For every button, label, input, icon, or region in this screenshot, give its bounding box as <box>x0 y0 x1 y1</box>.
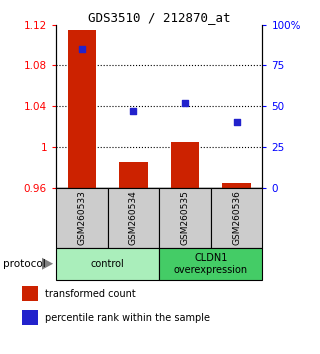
Text: transformed count: transformed count <box>45 289 136 298</box>
Title: GDS3510 / 212870_at: GDS3510 / 212870_at <box>88 11 230 24</box>
Text: GSM260533: GSM260533 <box>77 190 86 245</box>
Bar <box>211 188 262 248</box>
Text: CLDN1
overexpression: CLDN1 overexpression <box>174 253 248 275</box>
Point <box>131 108 136 114</box>
Bar <box>119 162 148 188</box>
Text: GSM260534: GSM260534 <box>129 190 138 245</box>
Text: control: control <box>91 259 124 269</box>
Text: percentile rank within the sample: percentile rank within the sample <box>45 313 210 323</box>
Bar <box>108 188 159 248</box>
Bar <box>171 142 199 188</box>
Text: GSM260536: GSM260536 <box>232 190 241 245</box>
Bar <box>159 248 262 280</box>
Bar <box>68 30 96 188</box>
Text: protocol: protocol <box>3 259 46 269</box>
Bar <box>22 286 38 301</box>
Bar <box>56 248 159 280</box>
Point <box>182 100 188 106</box>
Point <box>234 120 239 125</box>
Polygon shape <box>42 258 53 270</box>
Point <box>79 46 84 52</box>
Bar <box>56 188 108 248</box>
Bar <box>222 183 251 188</box>
Text: GSM260535: GSM260535 <box>180 190 189 245</box>
Bar <box>22 310 38 325</box>
Bar <box>159 188 211 248</box>
